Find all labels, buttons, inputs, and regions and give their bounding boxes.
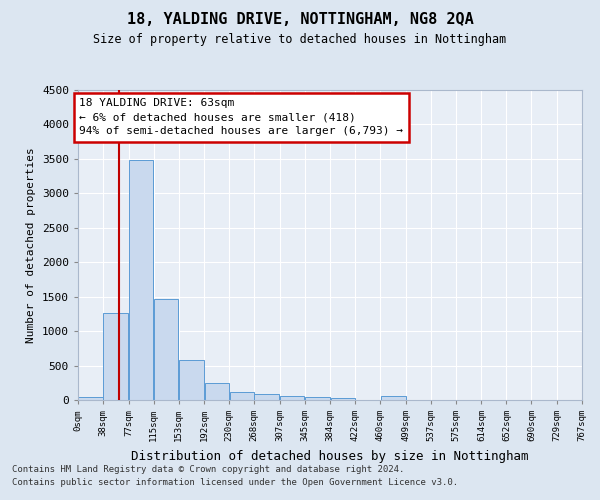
Bar xyxy=(380,396,406,400)
Bar xyxy=(129,160,153,400)
Text: Contains HM Land Registry data © Crown copyright and database right 2024.: Contains HM Land Registry data © Crown c… xyxy=(12,466,404,474)
Bar xyxy=(154,300,178,400)
Text: Contains public sector information licensed under the Open Government Licence v3: Contains public sector information licen… xyxy=(12,478,458,487)
Bar xyxy=(205,383,229,400)
Bar xyxy=(79,396,103,400)
X-axis label: Distribution of detached houses by size in Nottingham: Distribution of detached houses by size … xyxy=(131,450,529,462)
Bar xyxy=(179,360,204,400)
Text: 18, YALDING DRIVE, NOTTINGHAM, NG8 2QA: 18, YALDING DRIVE, NOTTINGHAM, NG8 2QA xyxy=(127,12,473,28)
Bar xyxy=(103,313,128,400)
Bar xyxy=(280,396,304,400)
Bar xyxy=(331,398,355,400)
Y-axis label: Number of detached properties: Number of detached properties xyxy=(26,147,37,343)
Text: 18 YALDING DRIVE: 63sqm
← 6% of detached houses are smaller (418)
94% of semi-de: 18 YALDING DRIVE: 63sqm ← 6% of detached… xyxy=(79,98,403,136)
Bar xyxy=(254,394,280,400)
Bar xyxy=(305,397,330,400)
Text: Size of property relative to detached houses in Nottingham: Size of property relative to detached ho… xyxy=(94,32,506,46)
Bar xyxy=(230,392,254,400)
